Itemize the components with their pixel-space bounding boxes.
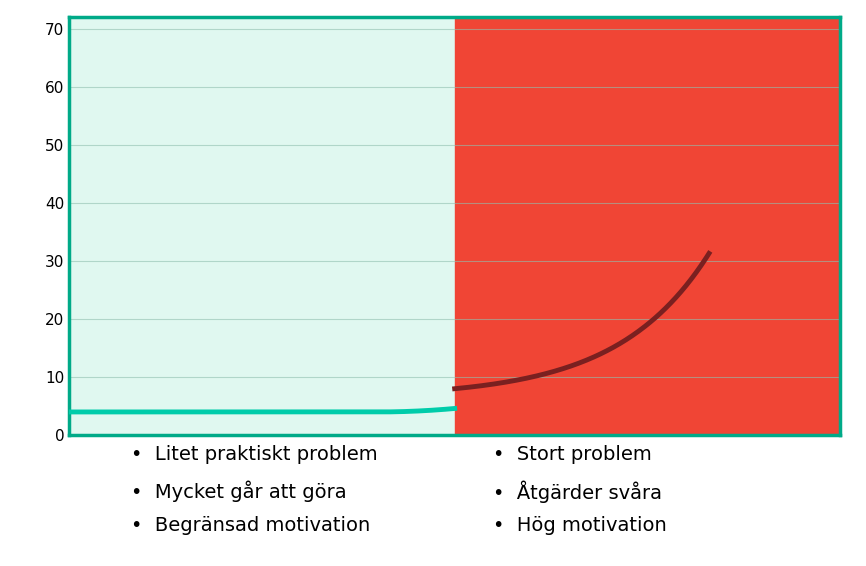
Text: •  Hög motivation: • Hög motivation — [494, 516, 667, 535]
Text: •  Mycket går att göra: • Mycket går att göra — [131, 481, 346, 502]
Text: •  Stort problem: • Stort problem — [494, 445, 652, 464]
Text: •  Begränsad motivation: • Begränsad motivation — [131, 516, 370, 535]
Bar — [69, 17, 455, 435]
Bar — [455, 17, 840, 435]
Text: •  Åtgärder svåra: • Åtgärder svåra — [494, 481, 662, 503]
Text: •  Litet praktiskt problem: • Litet praktiskt problem — [131, 445, 378, 464]
